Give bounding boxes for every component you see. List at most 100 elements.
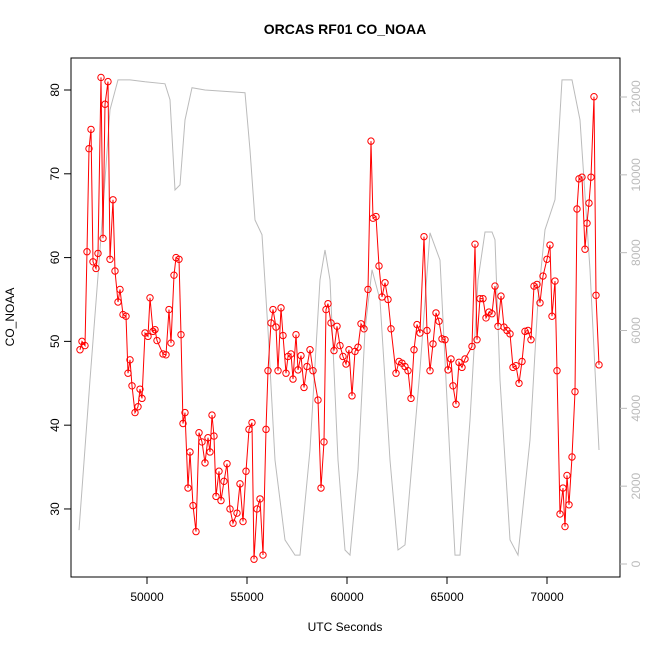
data-point: [413, 320, 421, 329]
data-point: [336, 341, 344, 350]
data-point: [201, 459, 209, 467]
data-point: [242, 467, 250, 475]
data-point: [233, 509, 241, 517]
data-point: [206, 448, 214, 456]
data-point: [327, 319, 335, 327]
data-point: [162, 351, 170, 359]
data-point: [330, 346, 338, 355]
data-point: [488, 310, 496, 318]
data-point: [314, 396, 322, 404]
data-point: [348, 392, 356, 400]
data-point: [114, 298, 122, 306]
data-point: [146, 294, 154, 302]
x-tick-label: 60000: [330, 590, 364, 604]
data-point: [438, 335, 446, 343]
data-point: [404, 367, 412, 375]
data-point: [153, 336, 161, 345]
data-point: [506, 330, 514, 338]
data-point: [274, 367, 282, 375]
data-point: [482, 314, 490, 322]
data-point: [320, 438, 328, 446]
data-point: [515, 379, 523, 387]
data-point: [447, 355, 455, 363]
data-point: [527, 336, 535, 344]
data-point: [259, 551, 267, 559]
data-point: [239, 517, 247, 526]
data-point: [565, 501, 573, 509]
y-tick-label: 40: [48, 418, 62, 432]
data-point: [175, 255, 183, 263]
data-point: [76, 346, 84, 354]
data-point: [441, 336, 449, 344]
data-point: [92, 264, 100, 273]
data-point: [170, 271, 178, 279]
data-point: [104, 77, 112, 86]
data-point: [585, 199, 593, 207]
data-point: [548, 312, 556, 320]
data-point: [223, 460, 231, 468]
data-point: [179, 419, 187, 428]
data-point: [471, 240, 479, 248]
data-point: [289, 375, 297, 383]
data-point: [229, 519, 237, 527]
data-point: [360, 325, 368, 333]
data-point: [387, 325, 395, 333]
data-point: [128, 382, 136, 390]
data-point: [339, 352, 347, 361]
data-point: [184, 484, 192, 492]
x-tick-label: 50000: [130, 590, 164, 604]
data-point: [468, 342, 476, 351]
data-point: [264, 367, 272, 375]
data-point: [381, 279, 389, 287]
y2-tick-label: 2000: [629, 472, 643, 499]
data-point: [553, 367, 561, 375]
data-point: [220, 477, 228, 486]
data-point: [192, 527, 200, 536]
y2-tick-label: 0: [629, 560, 643, 567]
data-point: [210, 432, 218, 440]
data-point: [429, 340, 437, 348]
y2-tick-label: 4000: [629, 395, 643, 422]
data-point: [177, 330, 185, 339]
data-point: [159, 350, 167, 358]
data-point: [87, 125, 95, 134]
data-point: [324, 299, 332, 308]
data-point: [272, 323, 280, 331]
data-point: [476, 294, 484, 303]
data-point: [126, 356, 134, 364]
data-point: [578, 173, 586, 181]
data-point: [269, 305, 277, 314]
data-point: [423, 326, 431, 335]
data-point: [267, 319, 275, 327]
data-point: [81, 341, 89, 350]
y2-tick-label: 12000: [629, 80, 643, 114]
data-point: [134, 403, 142, 411]
data-point: [116, 285, 124, 294]
data-point: [435, 317, 443, 325]
data-point: [568, 453, 576, 461]
y-tick-label: 50: [48, 334, 62, 348]
data-point: [144, 332, 152, 341]
data-point: [245, 425, 253, 434]
data-point: [186, 448, 194, 456]
data-point: [573, 205, 581, 213]
x-tick-label: 70000: [530, 590, 564, 604]
data-point: [292, 330, 300, 339]
data-point: [497, 292, 505, 300]
data-point: [151, 325, 159, 334]
data-point: [561, 522, 569, 531]
data-point: [309, 367, 317, 375]
y2-tick-label: 6000: [629, 317, 643, 344]
data-point: [282, 369, 290, 377]
y-tick-label: 70: [48, 167, 62, 181]
y2-tick-label: 10000: [629, 158, 643, 192]
x-tick-label: 55000: [230, 590, 264, 604]
data-point: [556, 510, 564, 518]
data-point: [543, 255, 551, 263]
data-point: [99, 234, 107, 243]
data-point: [590, 93, 598, 101]
y2-tick-label: 8000: [629, 239, 643, 266]
data-point: [354, 343, 362, 351]
